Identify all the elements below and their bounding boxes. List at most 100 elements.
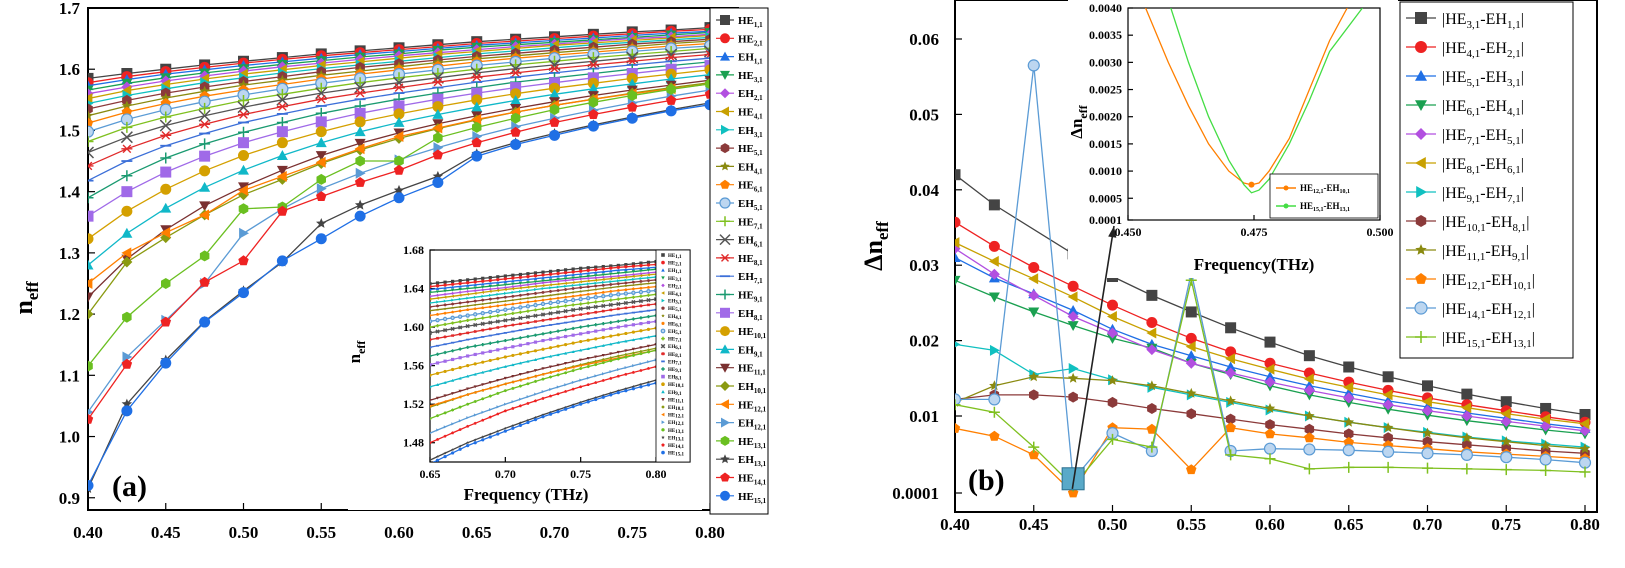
panel-b-series-10-point bbox=[1460, 448, 1473, 461]
panel-a-inset-series-2-point bbox=[631, 267, 635, 271]
panel-a-inset-series-18-point bbox=[451, 378, 455, 382]
panel-a-inset-series-1-point bbox=[430, 285, 432, 289]
panel-b-series-0-point bbox=[1461, 388, 1473, 400]
panel-a-inset-xlabel: Frequency (THz) bbox=[464, 485, 589, 504]
panel-b-series-3-point bbox=[1067, 321, 1079, 332]
panel-a-series-23-point bbox=[588, 96, 599, 108]
panel-a-inset-series-22-point bbox=[443, 425, 447, 429]
panel-a-inset-series-18-point bbox=[435, 383, 440, 386]
panel-b-series-6-point bbox=[955, 341, 961, 348]
panel-a-inset-series-20-point bbox=[601, 357, 605, 362]
panel-b-series-5-point bbox=[1422, 396, 1432, 408]
y-tick-label: 0.0030 bbox=[1089, 55, 1122, 69]
panel-a-series-19-point bbox=[88, 292, 94, 303]
panel-a-inset-series-10-point bbox=[563, 298, 568, 304]
panel-a-inset-series-22-point bbox=[556, 385, 560, 389]
panel-a-series-11-point bbox=[315, 82, 327, 94]
panel-a-inset-series-17-point bbox=[646, 327, 651, 332]
panel-a-inset-series-8-point bbox=[503, 299, 507, 303]
panel-a-inset-series-21-point bbox=[564, 367, 567, 371]
panel-a-ylabel: neff bbox=[9, 281, 42, 315]
panel-a-series-26-point bbox=[393, 192, 405, 204]
panel-a-inset-series-16-point bbox=[488, 349, 492, 353]
panel-a-inset-series-25-point bbox=[594, 381, 598, 384]
panel-a-inset-series-5-point bbox=[518, 286, 522, 290]
panel-a-inset-series-24-point bbox=[436, 455, 440, 458]
panel-a-series-16-point bbox=[471, 87, 483, 99]
panel-a-inset-series-3-point bbox=[481, 285, 485, 289]
panel-a-inset-series-7-point bbox=[639, 279, 643, 283]
panel-b-inset-axes: 0.450 0.475 0.500 0.0001 0.0005 0.0010 0.0015 0… bbox=[1089, 1, 1394, 239]
panel-a-inset-series-3-point bbox=[594, 274, 598, 278]
panel-a-inset-series-17-point bbox=[533, 349, 538, 353]
panel-a-inset-series-12-point bbox=[430, 330, 433, 336]
panel-a-inset-series-12-point bbox=[450, 326, 455, 331]
x-tick-label: 0.500 bbox=[1367, 225, 1394, 239]
panel-a-series-17-point bbox=[121, 205, 133, 217]
panel-a-inset-series-8-point bbox=[458, 305, 462, 309]
panel-a-inset-series-17-point bbox=[564, 343, 568, 347]
legend-marker bbox=[720, 344, 730, 354]
x-tick-label: 0.450 bbox=[1115, 225, 1142, 239]
panel-a-inset-series-2-point bbox=[541, 276, 545, 280]
panel-a-series-18-point bbox=[510, 94, 522, 105]
panel-a-inset-series-9-point bbox=[609, 289, 613, 293]
x-tick-label: 0.40 bbox=[73, 523, 103, 542]
panel-a-inset-series-21-point bbox=[541, 372, 545, 376]
legend-entry: HE5,1 bbox=[738, 143, 763, 157]
panel-a-inset-series-9-point bbox=[436, 312, 440, 316]
panel-a-inset-series-19-point bbox=[609, 352, 613, 356]
inset-legend-marker bbox=[661, 291, 665, 295]
legend-entry: EH13,1 bbox=[738, 454, 767, 468]
panel-a-series-26-point bbox=[315, 233, 327, 245]
panel-a-inset-series-18-point bbox=[631, 338, 635, 342]
panel-a-series-26-point bbox=[510, 139, 522, 151]
panel-a-series-26-point bbox=[160, 357, 172, 369]
panel-a-inset-series-5-point bbox=[435, 296, 439, 300]
panel-a-inset-series-23-point bbox=[586, 365, 590, 369]
panel-a-inset-series-16-point bbox=[526, 342, 530, 346]
panel-a-inset-series-8-point bbox=[473, 303, 477, 307]
panel-a-inset-series-1-point bbox=[488, 278, 492, 283]
panel-a-inset-series-26-point bbox=[548, 412, 553, 416]
panel-a-series-21-point bbox=[354, 143, 365, 155]
panel-a-inset-series-11-point bbox=[631, 295, 635, 299]
panel-a-inset-series-21-point bbox=[594, 360, 598, 365]
panel-a-inset-series-24-point bbox=[451, 448, 455, 451]
panel-a-inset-series-12-point bbox=[465, 323, 470, 329]
x-tick-label: 0.475 bbox=[1241, 225, 1268, 239]
panel-a-inset-series-6-point bbox=[443, 299, 447, 303]
panel-a-inset-series-19-point bbox=[639, 346, 643, 350]
panel-a-inset-series-1-point bbox=[639, 264, 643, 268]
panel-a-inset-series-15-point bbox=[533, 333, 538, 337]
panel-b-series-8-point bbox=[1579, 443, 1591, 454]
panel-a-inset-series-4-point bbox=[473, 289, 477, 293]
panel-a-inset-series-26-point bbox=[586, 400, 590, 404]
panel-a-inset-series-7-point bbox=[473, 299, 477, 303]
panel-a-inset-series-1-point bbox=[481, 279, 485, 283]
panel-a-inset-series-2-point bbox=[466, 284, 470, 287]
x-tick-label: 0.45 bbox=[1019, 515, 1049, 534]
panel-b-series-1-point bbox=[955, 216, 961, 228]
panel-a-inset-series-9-point bbox=[458, 309, 462, 313]
panel-a-inset-series-25-point bbox=[473, 421, 477, 425]
panel-a-inset-series-6-point bbox=[451, 298, 455, 302]
panel-a-inset-series-0-point bbox=[548, 269, 553, 273]
panel-a-inset-series-21-point bbox=[586, 362, 590, 366]
legend-entry: |HE7,1-EH5,1| bbox=[1442, 127, 1524, 147]
panel-a-inset-series-11-point bbox=[616, 297, 620, 301]
panel-a-series-13-point bbox=[510, 68, 522, 78]
inset-legend-entry: EH8,1 bbox=[668, 376, 682, 382]
panel-a-inset-series-19-point bbox=[473, 385, 477, 389]
inset-legend-entry: HE1,1 bbox=[668, 254, 682, 260]
panel-a-inset-series-22-point bbox=[504, 402, 507, 406]
panel-a-series-12-point bbox=[159, 119, 172, 132]
panel-a-inset-series-1-point bbox=[541, 273, 545, 277]
inset-legend-entry: EH5,1 bbox=[668, 330, 682, 336]
panel-b-series-0-point bbox=[1264, 336, 1276, 348]
panel-a-inset-series-22-point bbox=[624, 365, 628, 370]
panel-a-inset-series-26-point bbox=[601, 395, 605, 399]
y-tick-label: 1.6 bbox=[59, 60, 80, 79]
panel-a-inset-series-12-point bbox=[480, 321, 485, 326]
panel-a-inset-series-8-point bbox=[533, 295, 537, 299]
